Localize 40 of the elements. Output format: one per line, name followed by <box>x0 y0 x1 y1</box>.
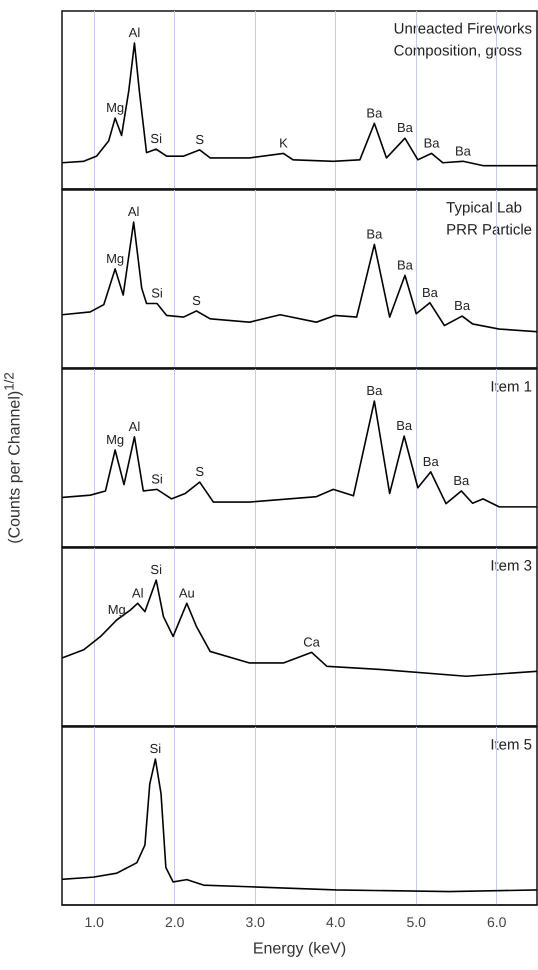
annotation: Ba <box>422 284 439 300</box>
annotation: Al <box>128 25 140 40</box>
annotation: Si <box>150 131 162 146</box>
x-tick-label: 6.0 <box>487 914 507 930</box>
annotation: Si <box>150 741 162 756</box>
annotation: S <box>192 292 202 308</box>
annotation: Ba <box>366 383 384 398</box>
annotation: Ba <box>453 472 470 488</box>
annotation: Ba <box>396 418 413 434</box>
annotation: Ba <box>397 120 414 136</box>
x-tick-label: 3.0 <box>245 914 266 930</box>
annotation: Ba <box>366 226 384 242</box>
x-axis-title: Energy (keV) <box>252 940 346 958</box>
annotation: Al <box>128 204 140 220</box>
chart-title: Unreacted Fireworks Composition, gross <box>394 20 532 60</box>
annotation: Mg <box>108 602 126 617</box>
annotation: Si <box>150 562 162 578</box>
chart-title: Typical Lab PRR Particle <box>446 200 532 238</box>
annotation: Ba <box>454 298 471 314</box>
annotation: Mg <box>106 432 124 448</box>
x-tick-label: 5.0 <box>406 914 426 930</box>
annotation: Si <box>151 286 163 301</box>
annotation: Al <box>132 585 144 600</box>
annotation: Al <box>128 418 140 434</box>
annotation: Ca <box>303 634 321 650</box>
x-tick-label: 1.0 <box>84 914 104 930</box>
x-tick-label: 4.0 <box>326 914 346 930</box>
annotation: Ba <box>397 257 414 272</box>
annotation: Mg <box>106 250 124 266</box>
annotation: Ba <box>422 454 440 469</box>
annotation: Au <box>178 585 195 600</box>
x-tick-label: 2.0 <box>164 914 185 930</box>
annotation: Ba <box>454 143 472 158</box>
annotation: Ba <box>366 105 384 120</box>
annotation: S <box>195 132 204 147</box>
annotation: Ba <box>424 135 440 150</box>
annotation: Si <box>151 471 163 486</box>
annotation: S <box>195 464 204 480</box>
annotation: K <box>279 135 288 150</box>
annotation: Mg <box>106 100 124 116</box>
